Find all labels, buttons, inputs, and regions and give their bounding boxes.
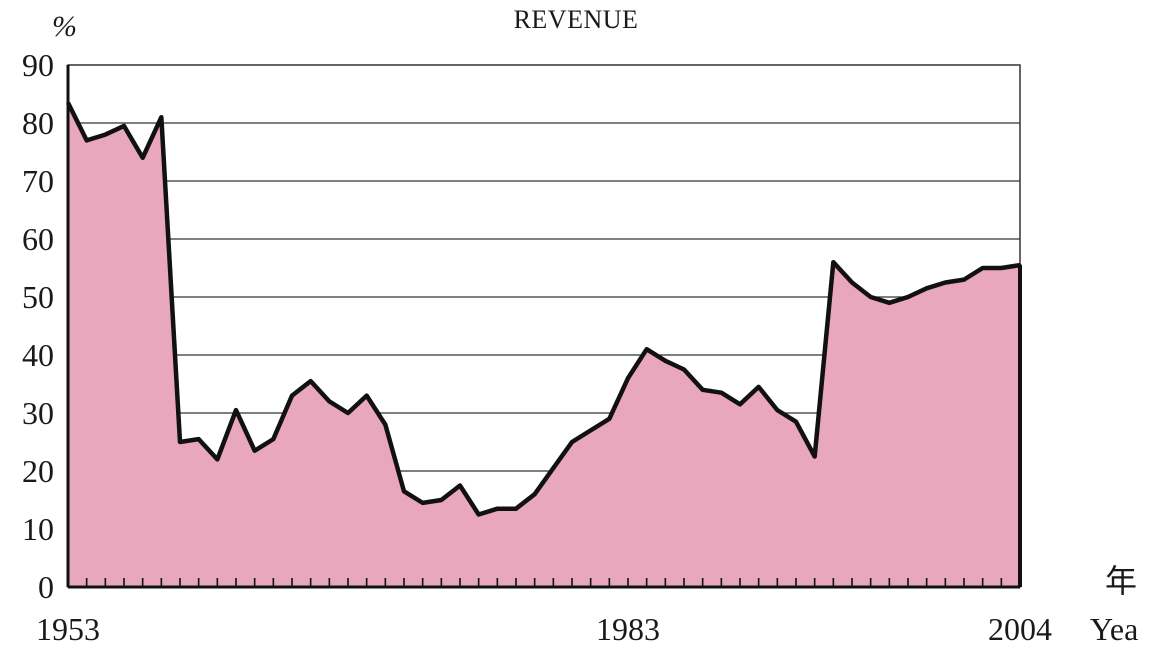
- data-point-1975: [477, 513, 481, 516]
- data-point-1968: [346, 411, 350, 415]
- data-point-1993: [813, 455, 817, 458]
- y-tick-label-30: 30: [22, 395, 54, 431]
- data-point-2000: [943, 281, 947, 284]
- labels: % REVENUE 年 Yea 0 10 20 30 40 50 60 70 80 90 1953 1…: [22, 5, 1138, 647]
- data-point-1996: [869, 295, 873, 299]
- data-point-2002: [981, 266, 985, 270]
- data-point-2001: [962, 278, 966, 282]
- data-point-1963: [253, 449, 257, 453]
- data-point-1989: [738, 402, 742, 406]
- data-point-2004: [1018, 263, 1022, 267]
- data-point-1957: [141, 156, 145, 160]
- data-point-1985: [663, 359, 667, 363]
- data-point-1977: [514, 507, 518, 511]
- data-point-1999: [925, 286, 929, 290]
- data-point-1972: [421, 501, 425, 505]
- data-point-1984: [645, 347, 649, 351]
- data-point-1969: [365, 394, 369, 398]
- series-line: [65, 101, 1021, 517]
- x-tick-label-1983: 1983: [596, 611, 660, 647]
- data-point-1980: [570, 440, 574, 444]
- data-point-1954: [85, 138, 89, 142]
- data-point-1979: [551, 466, 555, 470]
- y-axis-unit-label: %: [52, 10, 77, 43]
- data-point-1995: [850, 281, 854, 284]
- data-point-1958: [159, 115, 163, 119]
- data-point-1956: [122, 124, 126, 128]
- data-point-1974: [458, 484, 462, 487]
- data-point-1992: [794, 420, 798, 424]
- data-point-1971: [402, 489, 406, 493]
- data-point-1965: [290, 394, 294, 398]
- x-tick-label-1953: 1953: [36, 611, 100, 647]
- data-point-1986: [682, 368, 686, 371]
- y-tick-label-90: 90: [22, 47, 54, 83]
- data-point-1997: [887, 301, 891, 305]
- data-point-1988: [719, 391, 723, 395]
- y-tick-label-70: 70: [22, 163, 54, 199]
- data-point-1987: [701, 388, 705, 392]
- data-point-1998: [906, 295, 910, 299]
- data-point-1973: [439, 498, 443, 502]
- y-tick-label-60: 60: [22, 221, 54, 257]
- data-point-1967: [327, 399, 331, 403]
- data-point-1960: [197, 437, 201, 441]
- data-point-1970: [383, 423, 387, 427]
- y-tick-label-10: 10: [22, 511, 54, 547]
- x-tick-label-2004: 2004: [988, 611, 1052, 647]
- y-tick-label-0: 0: [38, 569, 54, 605]
- data-point-1962: [234, 408, 238, 412]
- data-point-1955: [103, 133, 107, 137]
- data-point-1961: [215, 457, 219, 461]
- data-point-1964: [271, 437, 275, 441]
- data-point-1981: [589, 428, 593, 432]
- y-tick-label-50: 50: [22, 279, 54, 315]
- data-point-1990: [757, 385, 761, 389]
- axes: [66, 65, 1021, 589]
- x-axis-label: Yea: [1090, 611, 1138, 647]
- x-axis-label-cn: 年: [1105, 563, 1137, 599]
- y-tick-label-40: 40: [22, 337, 54, 373]
- area-series: [65, 101, 1022, 587]
- area-fill: [68, 102, 1020, 587]
- data-point-1994: [831, 260, 835, 264]
- chart-title: REVENUE: [514, 5, 639, 34]
- data-point-1983: [626, 376, 630, 380]
- data-point-1976: [495, 507, 499, 511]
- data-point-1991: [775, 408, 779, 412]
- data-point-1978: [533, 492, 537, 496]
- data-point-1966: [309, 379, 313, 383]
- data-point-2003: [999, 266, 1003, 270]
- data-point-1959: [178, 440, 182, 444]
- y-tick-label-20: 20: [22, 453, 54, 489]
- data-point-1982: [607, 417, 611, 421]
- y-tick-label-80: 80: [22, 105, 54, 141]
